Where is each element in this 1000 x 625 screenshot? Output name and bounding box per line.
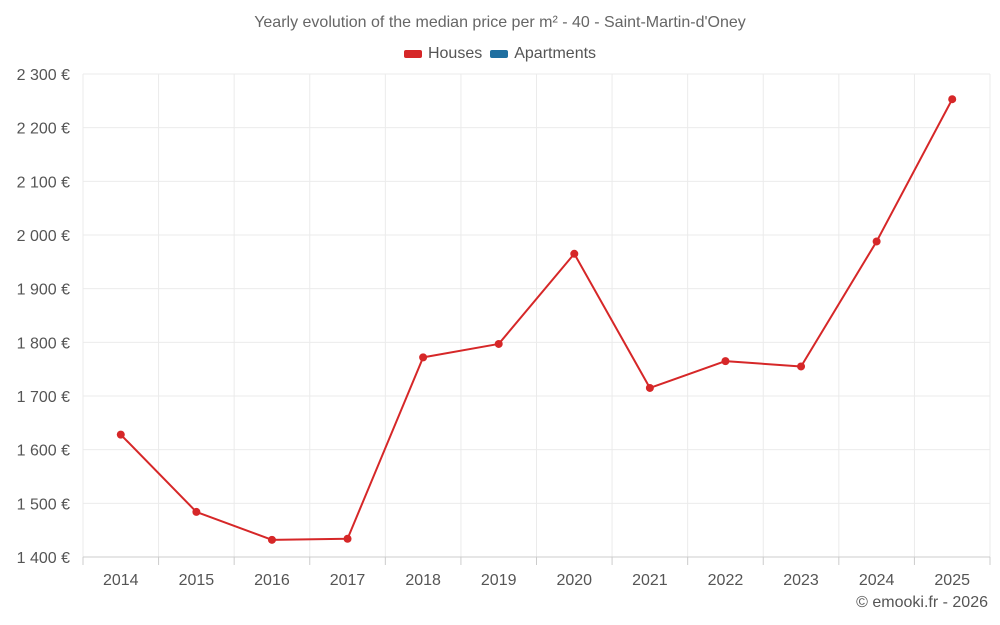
x-tick-label-2022: 2022 [708,572,744,589]
legend: Houses Apartments [0,45,1000,63]
data-point-houses-2022 [721,357,730,366]
data-point-houses-2020 [570,249,579,258]
x-tick-label-2014: 2014 [103,572,139,589]
y-tick-label: 2 100 € [17,174,70,191]
data-point-houses-2019 [494,339,503,348]
legend-item-houses[interactable]: Houses [403,45,483,63]
x-tick-label-2018: 2018 [405,572,441,589]
y-tick-label: 1 600 € [17,443,70,460]
grid [82,73,991,558]
y-tick-label: 1 700 € [17,389,70,406]
series-line-houses [120,98,954,541]
y-tick-label: 2 200 € [17,121,70,138]
chart-title: Yearly evolution of the median price per… [254,14,746,31]
data-point-houses-2021 [645,383,654,392]
data-point-houses-2024 [872,237,881,246]
data-point-houses-2017 [343,534,352,543]
legend-item-apartments[interactable]: Apartments [490,45,596,63]
data-point-houses-2014 [116,430,125,439]
data-point-houses-2023 [797,362,806,371]
credit-text: © emooki.fr - 2026 [856,594,988,611]
y-tick-label: 1 400 € [17,550,70,567]
y-tick-label: 2 300 € [17,67,70,84]
data-point-houses-2016 [267,535,276,544]
legend-swatch-apartments [490,50,509,58]
y-tick-label: 1 800 € [17,335,70,352]
data-point-houses-2018 [419,353,428,362]
y-tick-label: 1 900 € [17,282,70,299]
x-tick-label-2016: 2016 [254,572,290,589]
x-tick-label-2019: 2019 [481,572,517,589]
data-point-houses-2015 [192,507,201,516]
x-tick-label-2021: 2021 [632,572,668,589]
y-tick-label: 2 000 € [17,228,70,245]
x-tick-label-2017: 2017 [330,572,366,589]
series-layer [116,95,957,544]
x-tick-label-2020: 2020 [556,572,592,589]
y-axis-ticks: 1 400 € 1 500 € 1 600 € 1 700 € 1 800 € 1 900… [17,67,70,567]
x-tick-label-2015: 2015 [179,572,215,589]
x-tick-label-2024: 2024 [859,572,895,589]
data-point-houses-2025 [948,95,957,104]
legend-label-apartments: Apartments [514,45,597,62]
x-axis-ticks: 2014 2015 2016 2017 2018 2019 2020 2021 2022 2023… [82,557,991,589]
legend-swatch-houses [403,50,422,58]
legend-label-houses: Houses [427,45,483,62]
y-tick-label: 1 500 € [17,496,70,513]
x-tick-label-2025: 2025 [934,572,970,589]
x-tick-label-2023: 2023 [783,572,819,589]
